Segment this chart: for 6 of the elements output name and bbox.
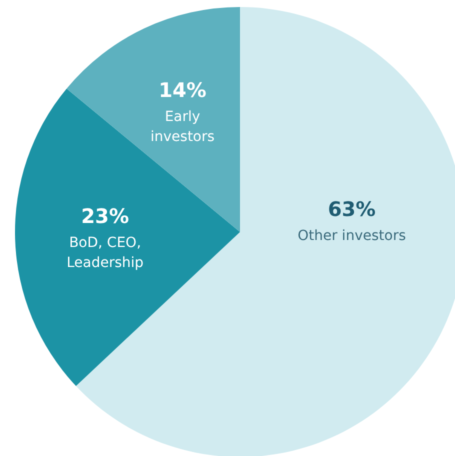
data-label: 14% (158, 78, 206, 102)
data-label: 63% (328, 197, 376, 222)
slice-label: Early investors (150, 108, 215, 145)
slice-label: Other investors (298, 228, 406, 244)
slice-label: BoD, CEO, Leadership (66, 235, 144, 272)
data-label: 23% (81, 204, 130, 228)
